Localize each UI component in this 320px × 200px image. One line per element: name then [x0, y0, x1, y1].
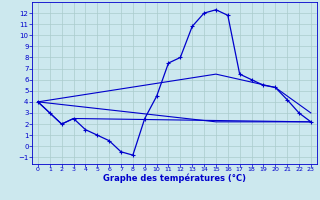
X-axis label: Graphe des températures (°C): Graphe des températures (°C) — [103, 174, 246, 183]
